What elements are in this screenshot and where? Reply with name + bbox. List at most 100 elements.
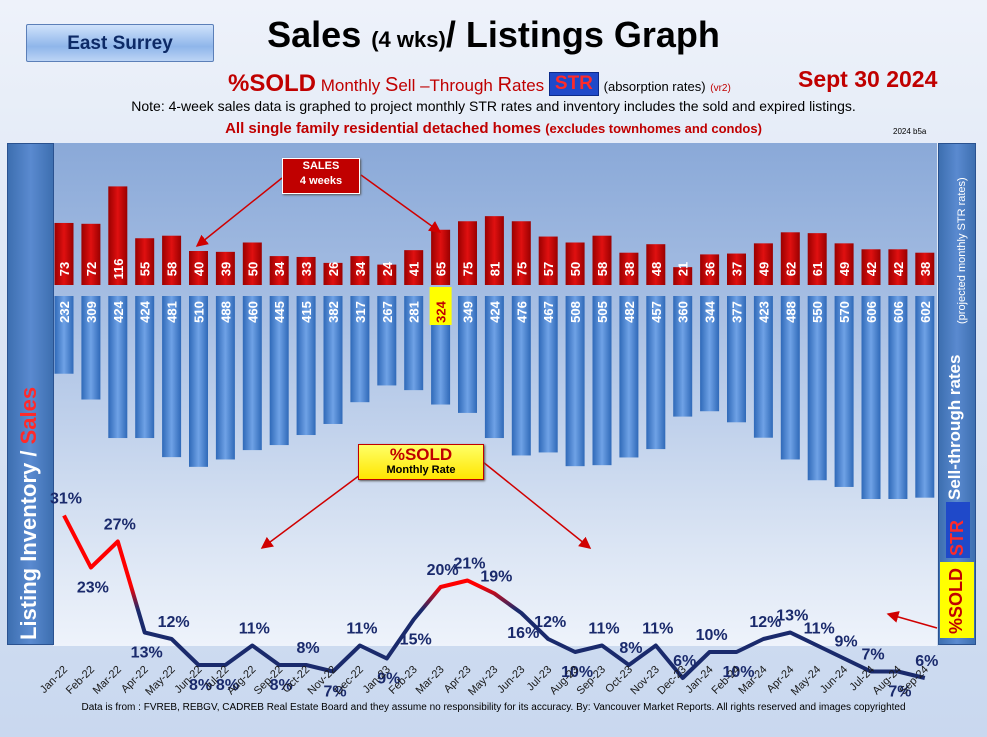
- footer-disclaimer: Data is from : FVREB, REBGV, CADREB Real…: [81, 702, 906, 713]
- inventory-value-label: 317: [353, 301, 368, 323]
- x-tick-label: May-22: [143, 664, 177, 698]
- sold-rate-label: 31%: [50, 491, 82, 508]
- sold-rate-label: 7%: [888, 684, 911, 701]
- inventory-value-label: 377: [730, 301, 745, 323]
- sold-rate-label: 11%: [588, 621, 619, 638]
- inventory-bar: [565, 296, 585, 467]
- str-side-badge: STR: [946, 502, 970, 558]
- sales-value-label: 72: [84, 262, 99, 276]
- sold-rate-label: 7%: [861, 647, 884, 664]
- inventory-value-label: 488: [783, 301, 798, 323]
- sold-rate-label: 12%: [158, 614, 190, 631]
- x-tick-label: Nov-23: [628, 664, 662, 698]
- inventory-bar: [162, 296, 182, 458]
- sales-arrow-right: [360, 174, 442, 233]
- sales-value-label: 40: [192, 262, 207, 276]
- page-title: Sales (4 wks)/ Listings Graph: [267, 14, 720, 55]
- x-tick-label: Mar-22: [91, 664, 124, 697]
- sales-value-label: 58: [165, 262, 180, 276]
- inventory-value-label: 324: [434, 300, 449, 322]
- sold-rate-label: 10%: [722, 664, 754, 681]
- sales-value-label: 81: [487, 262, 502, 276]
- inventory-bar: [915, 296, 935, 498]
- sold-arrow-right: [482, 461, 592, 549]
- inventory-value-label: 510: [192, 301, 207, 323]
- inventory-bar: [753, 296, 773, 438]
- inventory-value-label: 281: [407, 301, 422, 323]
- inventory-bar: [511, 296, 531, 456]
- sales-bar: [135, 238, 155, 285]
- sold-rate-label: 27%: [104, 517, 136, 534]
- sold-arrow-left: [260, 471, 365, 549]
- inventory-value-label: 415: [299, 301, 314, 323]
- inventory-highlight: [429, 287, 452, 325]
- sales-value-label: 55: [138, 262, 153, 276]
- sales-bar: [431, 229, 451, 285]
- sold-rate-label: 10%: [561, 664, 593, 681]
- sales-value-label: 24: [380, 261, 395, 276]
- inventory-value-label: 424: [487, 300, 502, 322]
- sales-value-label: 34: [353, 261, 368, 276]
- inventory-value-label: 570: [837, 301, 852, 323]
- inventory-bar: [404, 296, 424, 391]
- region-button[interactable]: East Surrey: [26, 24, 214, 62]
- inventory-bar: [135, 296, 155, 439]
- sold-rate-label: 11%: [804, 621, 835, 638]
- sales-value-label: 41: [407, 262, 422, 276]
- sales-bar: [861, 249, 881, 285]
- sales-bar: [350, 256, 370, 285]
- inventory-value-label: 232: [57, 301, 72, 323]
- x-tick-label: Mar-23: [414, 664, 447, 697]
- sold-rate-label: 7%: [323, 684, 346, 701]
- sold-callout: %SOLD Monthly Rate: [358, 444, 484, 480]
- sold-rate-label: 9%: [377, 671, 400, 688]
- sales-value-label: 116: [111, 259, 126, 280]
- str-badge: STR: [548, 72, 599, 96]
- inventory-value-label: 349: [461, 301, 476, 323]
- sales-value-label: 58: [595, 262, 610, 276]
- sales-value-label: 65: [434, 262, 449, 276]
- sold-rate-label: 11%: [239, 621, 270, 638]
- inventory-bar: [646, 296, 666, 450]
- inventory-bar: [700, 296, 720, 412]
- sales-value-label: 62: [783, 262, 798, 276]
- sales-value-label: 42: [864, 262, 879, 276]
- left-axis-panel: Listing Inventory / Sales: [7, 143, 54, 645]
- sales-bar: [834, 243, 854, 285]
- sales-bar: [888, 249, 908, 285]
- sold-rate-label: 8%: [216, 677, 239, 694]
- sales-bar: [646, 244, 666, 285]
- sales-bar: [377, 264, 397, 285]
- subtitle: %SOLD Monthly Sell –Through Rates STR (a…: [228, 70, 731, 97]
- inventory-bar: [458, 296, 477, 413]
- sold-rate-label: 11%: [346, 621, 377, 638]
- sales-value-label: 26: [326, 262, 341, 276]
- inventory-value-label: 606: [891, 301, 906, 323]
- sold-rate-label: 9%: [835, 634, 858, 651]
- inventory-bar: [296, 296, 316, 436]
- sales-bar: [189, 251, 208, 285]
- scope-note: All single family residential detached h…: [225, 120, 762, 137]
- x-tick-label: May-24: [789, 664, 823, 698]
- sales-value-label: 38: [918, 262, 933, 276]
- sales-bar: [404, 250, 424, 285]
- version-label: 2024 b5a: [893, 127, 927, 136]
- sales-bar: [780, 232, 800, 285]
- inventory-value-label: 457: [649, 301, 664, 323]
- x-tick-label: May-23: [466, 664, 500, 698]
- sales-value-label: 57: [541, 262, 556, 276]
- inventory-bar: [269, 296, 289, 446]
- inventory-bar: [727, 296, 746, 423]
- inventory-bar: [861, 296, 881, 500]
- sales-value-label: 39: [218, 262, 233, 276]
- inventory-bar: [834, 296, 854, 487]
- sales-bar: [162, 235, 182, 285]
- inventory-value-label: 482: [622, 301, 637, 323]
- inventory-bar: [350, 296, 370, 403]
- sold-rate-label: 8%: [189, 677, 212, 694]
- inventory-bar: [780, 296, 800, 460]
- sales-bar: [673, 267, 693, 285]
- sold-rate-label: 21%: [453, 556, 485, 573]
- sales-value-label: 34: [272, 261, 287, 276]
